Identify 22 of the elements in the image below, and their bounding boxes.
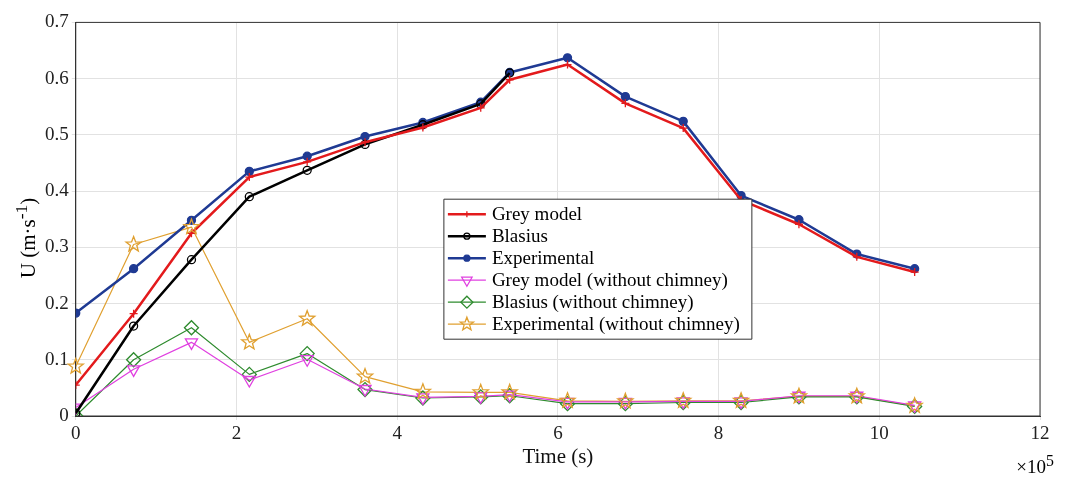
x-axis-title: Time (s) (522, 443, 594, 468)
legend-label: Grey model (491, 203, 583, 225)
legend-label: Blasius (491, 225, 548, 247)
y-tick-label: 0.6 (45, 66, 69, 88)
y-tick-label: 0.5 (45, 122, 69, 144)
text: ×10$^{5}$ (1016, 452, 1054, 479)
legend-label: Grey model (without chimney) (491, 269, 728, 292)
x-tick-label: 12 (1030, 422, 1050, 444)
x-tick-label: 4 (392, 422, 403, 444)
y-tick-label: 0.4 (45, 179, 70, 201)
legend-label: Experimental (491, 247, 595, 269)
x-tick-label: 8 (713, 422, 724, 444)
legend-label: Blasius (without chimney) (491, 291, 694, 314)
legend-label: Experimental (without chimney) (491, 313, 740, 336)
y-tick-label: 0.7 (45, 10, 69, 32)
y-tick-label: 0.1 (45, 347, 69, 369)
x-tick-label: 2 (231, 422, 242, 444)
y-tick-label: 0 (59, 403, 69, 425)
x-tick-label: 6 (553, 422, 563, 444)
y-tick-label: 0.3 (45, 235, 69, 257)
x-tick-label: 10 (869, 422, 889, 444)
y-tick-label: 0.2 (45, 291, 69, 313)
